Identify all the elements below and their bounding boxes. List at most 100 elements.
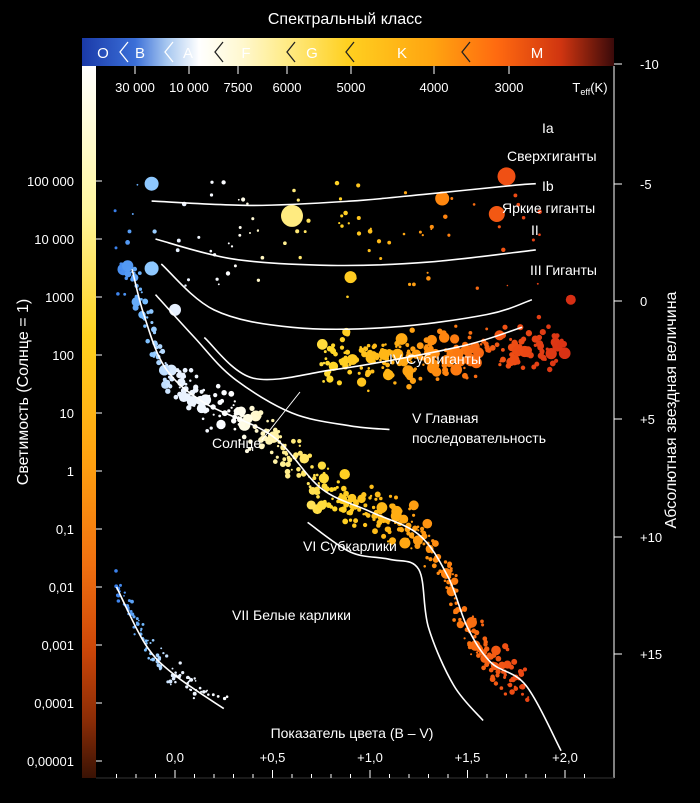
star-point — [188, 679, 191, 682]
star-point — [221, 389, 227, 396]
label-subdwarfs: VI Субкарлики — [303, 538, 397, 554]
star-point — [313, 473, 316, 477]
star-point — [399, 537, 411, 549]
star-point — [484, 646, 490, 652]
star-point — [450, 197, 454, 200]
star-point — [160, 647, 163, 650]
curve-vi — [307, 521, 484, 722]
star-point — [175, 368, 180, 373]
star-point — [443, 370, 449, 377]
star-point — [189, 379, 192, 382]
star-point — [520, 365, 526, 371]
star-point — [209, 193, 214, 197]
star-point — [145, 338, 150, 344]
star-point — [378, 348, 390, 360]
star-point — [200, 690, 203, 693]
x-tick-label: +1,0 — [357, 750, 383, 765]
star-point — [495, 668, 501, 675]
star-point — [453, 597, 457, 600]
x-tick-label: +2,0 — [552, 750, 578, 765]
star-point — [356, 183, 361, 188]
mag-tick-label: +5 — [640, 412, 655, 427]
star-point — [194, 374, 199, 379]
star-point — [336, 499, 340, 504]
star-point — [516, 202, 521, 207]
star-point — [536, 314, 542, 320]
star-point — [147, 656, 150, 660]
star-point — [398, 527, 404, 532]
star-point — [498, 362, 502, 367]
star-point — [169, 683, 172, 686]
star-point — [227, 409, 231, 413]
star-point — [325, 502, 332, 508]
star-point — [516, 348, 523, 354]
curve-ii — [160, 263, 533, 331]
teff-label-t: T — [572, 80, 580, 95]
star-point — [454, 601, 458, 605]
star-point — [385, 362, 390, 368]
star-point — [149, 658, 152, 661]
star-point — [531, 238, 535, 242]
star-point — [430, 228, 433, 231]
star-point — [451, 577, 457, 583]
star-point — [425, 555, 429, 560]
star-point — [388, 537, 397, 545]
label-bright-giants: Яркие гиганты — [502, 200, 595, 216]
star-point — [204, 407, 210, 413]
star-point — [502, 643, 509, 650]
star-point — [384, 526, 391, 533]
star-point — [410, 547, 413, 550]
mag-tick-label: +10 — [640, 530, 662, 545]
star-point — [316, 500, 327, 511]
star-point — [402, 365, 414, 377]
star-point — [211, 693, 215, 697]
star-point — [353, 518, 359, 524]
star-point — [376, 508, 381, 512]
star-point — [113, 209, 117, 213]
star-point — [376, 523, 381, 528]
teff-label-sub: eff — [580, 87, 590, 97]
spectral-class-b: B — [135, 45, 145, 62]
star-point — [324, 357, 328, 361]
star-point — [144, 176, 159, 191]
star-point — [306, 218, 311, 223]
star-point — [499, 360, 502, 363]
y-tick-label: 0,001 — [41, 638, 74, 653]
star-point — [381, 366, 385, 370]
star-point — [296, 467, 301, 472]
star-point — [290, 438, 296, 444]
star-point — [485, 347, 490, 353]
star-point — [387, 240, 392, 245]
star-point — [124, 270, 132, 278]
star-point — [156, 360, 162, 366]
star-point — [316, 339, 328, 350]
star-point — [130, 599, 134, 604]
star-point — [216, 695, 220, 698]
star-point — [422, 542, 426, 546]
star-point — [412, 525, 418, 532]
star-point — [449, 567, 453, 571]
star-point — [357, 371, 361, 375]
star-point — [426, 276, 431, 281]
star-point — [232, 404, 235, 407]
star-point — [165, 388, 171, 394]
y-tick-label: 1 — [67, 464, 74, 479]
star-point — [479, 343, 483, 346]
star-point — [133, 633, 136, 636]
star-point — [297, 450, 303, 456]
label-subgiants: IV Субгиганты — [389, 351, 481, 367]
teff-tick-label: 4000 — [420, 80, 449, 95]
star-point — [456, 620, 465, 629]
star-point — [473, 374, 478, 379]
mag-tick-label: +15 — [640, 647, 662, 662]
star-point — [501, 334, 506, 338]
star-point — [344, 271, 357, 284]
star-point — [356, 377, 367, 387]
star-point — [143, 648, 147, 652]
star-point — [369, 227, 372, 230]
star-point — [364, 512, 368, 516]
star-point — [480, 619, 484, 624]
star-point — [423, 337, 430, 344]
label-sun: Солнце — [212, 435, 261, 451]
star-point — [238, 233, 242, 237]
